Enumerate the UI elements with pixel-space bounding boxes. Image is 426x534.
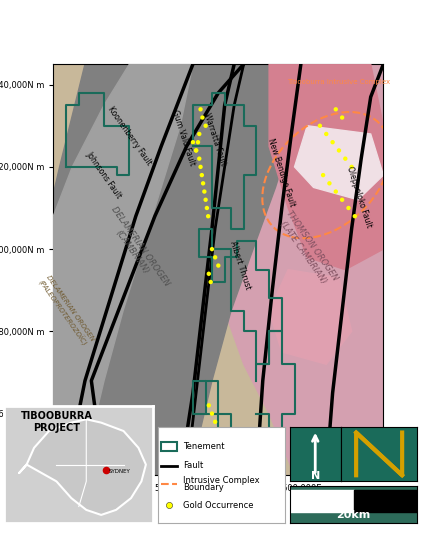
Point [102, 465, 109, 474]
Text: Albert Thrust: Albert Thrust [228, 239, 252, 290]
Text: Fault: Fault [183, 461, 204, 470]
Point [215, 261, 222, 270]
Text: Oleppoloko Fault: Oleppoloko Fault [345, 165, 374, 229]
Point [205, 212, 212, 221]
Text: Gold Occurrence: Gold Occurrence [183, 501, 253, 510]
Point [212, 418, 219, 426]
Point [332, 105, 339, 114]
Text: Tibooburra Intrusive Complex: Tibooburra Intrusive Complex [288, 78, 391, 84]
Point [190, 138, 196, 146]
Text: Warratta Fault: Warratta Fault [202, 112, 228, 167]
Polygon shape [167, 64, 383, 475]
Point [201, 187, 208, 196]
Polygon shape [269, 270, 351, 364]
Point [323, 130, 330, 138]
Text: DELAMERIAN OROGEN
(CAMBRIAN): DELAMERIAN OROGEN (CAMBRIAN) [101, 205, 171, 294]
Text: 20km: 20km [337, 509, 371, 520]
Point [339, 113, 345, 122]
Point [202, 195, 209, 204]
Point [351, 212, 358, 221]
Point [339, 195, 345, 204]
Bar [161, 442, 177, 451]
Point [197, 105, 204, 114]
Text: TIBOOBURRA
PROJECT: TIBOOBURRA PROJECT [20, 411, 92, 433]
Text: Johnsons Fault: Johnsons Fault [84, 150, 124, 200]
Point [199, 171, 205, 179]
Point [205, 401, 212, 410]
Polygon shape [19, 419, 146, 515]
Text: Koonenberry Fault: Koonenberry Fault [106, 105, 153, 167]
Text: DELAMERIAN OROGEN
(PALEOPROTEROZOÏC): DELAMERIAN OROGEN (PALEOPROTEROZOÏC) [37, 274, 95, 348]
Point [202, 121, 209, 130]
Point [166, 501, 173, 509]
Point [212, 253, 219, 262]
Point [197, 162, 204, 171]
Point [207, 278, 214, 286]
Text: New Bendigo Fault: New Bendigo Fault [266, 137, 296, 208]
Polygon shape [294, 125, 383, 200]
Text: SYDNEY: SYDNEY [109, 469, 130, 474]
Point [205, 270, 212, 278]
Point [348, 162, 355, 171]
Polygon shape [269, 64, 383, 270]
Text: Boundary: Boundary [183, 483, 224, 492]
Polygon shape [40, 64, 307, 475]
Point [342, 154, 349, 163]
Point [320, 171, 326, 179]
Point [332, 187, 339, 196]
Point [195, 138, 201, 146]
Polygon shape [40, 64, 193, 463]
Point [193, 146, 199, 155]
Point [209, 245, 216, 253]
Text: N: N [311, 470, 320, 481]
Point [200, 179, 207, 187]
Point [317, 121, 323, 130]
Text: THOMSON OROGEN
(LATE CAMBRIAN): THOMSON OROGEN (LATE CAMBRIAN) [275, 209, 339, 289]
Point [326, 179, 333, 187]
Point [199, 113, 206, 122]
Point [336, 146, 343, 155]
Text: Intrusive Complex: Intrusive Complex [183, 476, 260, 484]
Point [204, 203, 210, 212]
Point [345, 203, 352, 212]
Text: Gum Vald Fault: Gum Vald Fault [170, 109, 196, 167]
Text: Tenement: Tenement [183, 442, 225, 451]
Point [196, 130, 203, 138]
Point [209, 409, 216, 418]
Point [193, 146, 199, 155]
Point [196, 154, 203, 163]
Point [329, 138, 336, 146]
